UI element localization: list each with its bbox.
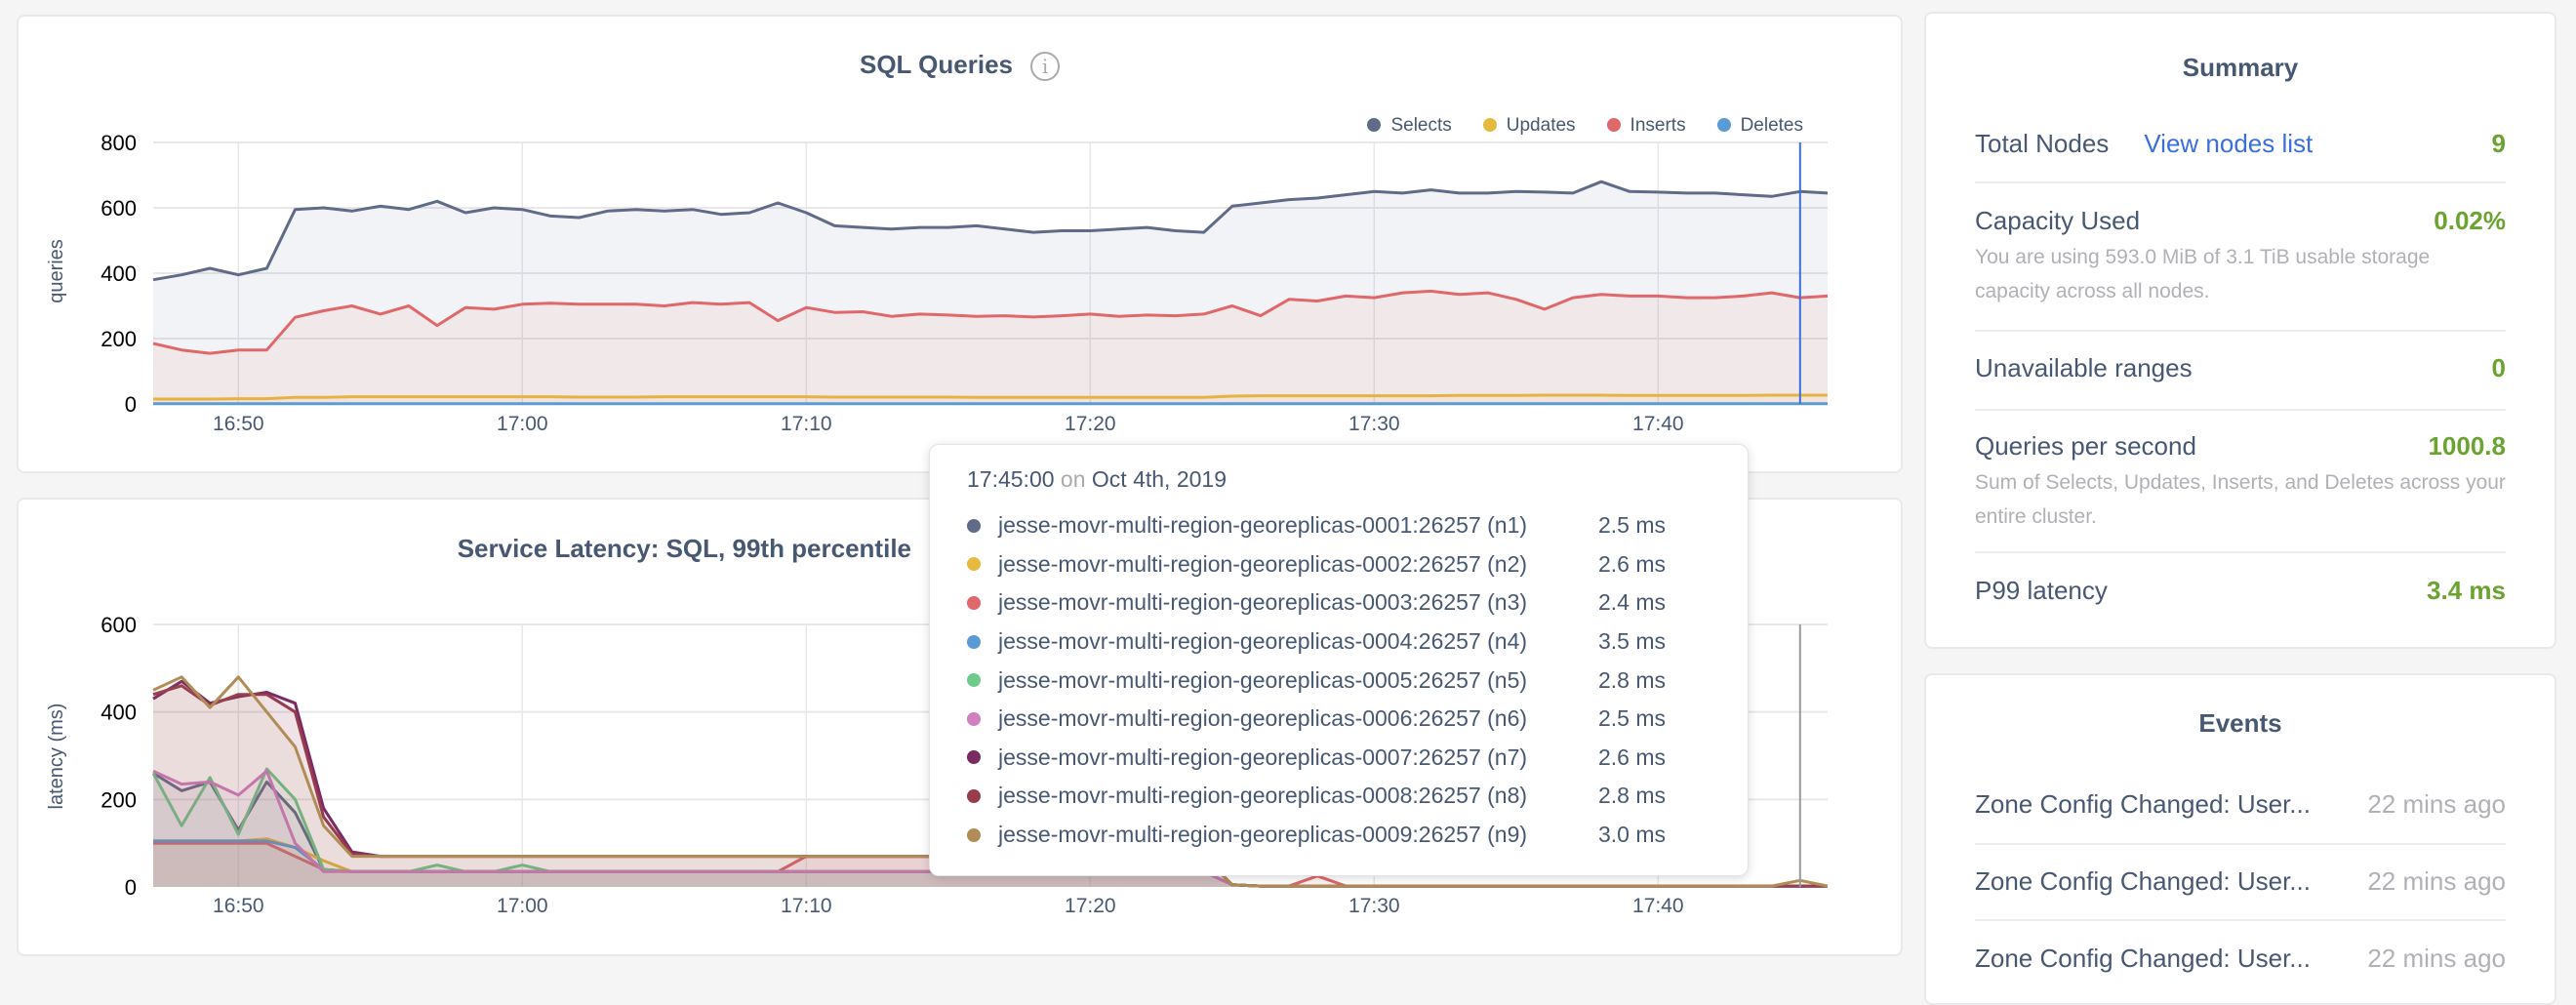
y-axis-label: latency (ms) (46, 704, 67, 810)
series-dot-icon (967, 750, 981, 764)
node-name: jesse-movr-multi-region-georeplicas-0006… (998, 705, 1598, 732)
node-value: 2.8 ms (1598, 783, 1666, 809)
events-title: Events (1926, 708, 2555, 739)
series-dot-icon (967, 635, 981, 649)
x-tick-label: 17:00 (497, 895, 548, 917)
divider (1975, 181, 2506, 183)
series-dot-icon (967, 712, 981, 726)
tooltip-row: jesse-movr-multi-region-georeplicas-0007… (967, 739, 1711, 778)
tooltip-row: jesse-movr-multi-region-georeplicas-0002… (967, 545, 1711, 584)
summary-title: Summary (1926, 53, 2555, 83)
node-value: 2.6 ms (1598, 551, 1666, 578)
node-name: jesse-movr-multi-region-georeplicas-0007… (998, 744, 1598, 771)
event-item[interactable]: Zone Config Changed: User...22 mins ago (1975, 866, 2506, 897)
event-item[interactable]: Zone Config Changed: User...22 mins ago (1975, 789, 2506, 820)
events-card: Events Zone Config Changed: User...22 mi… (1924, 673, 2556, 1005)
event-item[interactable]: Zone Config Changed: User...22 mins ago (1975, 944, 2506, 974)
view-nodes-list-link[interactable]: View nodes list (2144, 129, 2313, 158)
y-tick-label: 400 (101, 701, 137, 725)
node-name: jesse-movr-multi-region-georeplicas-0005… (998, 667, 1598, 694)
y-tick-label: 0 (125, 875, 137, 900)
divider (1975, 330, 2506, 332)
tooltip-row: jesse-movr-multi-region-georeplicas-0006… (967, 700, 1711, 739)
node-name: jesse-movr-multi-region-georeplicas-0004… (998, 628, 1598, 655)
divider (1975, 919, 2506, 921)
node-value: 2.8 ms (1598, 667, 1666, 694)
x-tick-label: 17:30 (1348, 895, 1400, 917)
divider (1975, 843, 2506, 845)
tooltip-row: jesse-movr-multi-region-georeplicas-0008… (967, 777, 1711, 816)
node-value: 2.6 ms (1598, 744, 1666, 771)
series-dot-icon (967, 519, 981, 533)
node-value: 2.4 ms (1598, 589, 1666, 616)
x-tick-label: 17:20 (1065, 895, 1116, 917)
series-dot-icon (967, 596, 981, 610)
node-name: jesse-movr-multi-region-georeplicas-0002… (998, 551, 1598, 578)
tooltip-row: jesse-movr-multi-region-georeplicas-0004… (967, 623, 1711, 662)
divider (1975, 551, 2506, 553)
node-name: jesse-movr-multi-region-georeplicas-0008… (998, 783, 1598, 809)
node-name: jesse-movr-multi-region-georeplicas-0001… (998, 512, 1598, 539)
series-dot-icon (967, 789, 981, 803)
tooltip-row: jesse-movr-multi-region-georeplicas-0003… (967, 583, 1711, 623)
node-name: jesse-movr-multi-region-georeplicas-0009… (998, 822, 1598, 848)
node-name: jesse-movr-multi-region-georeplicas-0003… (998, 589, 1598, 616)
series-dot-icon (967, 828, 981, 842)
x-tick-label: 16:50 (213, 895, 264, 917)
node-value: 3.0 ms (1598, 822, 1666, 848)
node-value: 3.5 ms (1598, 628, 1666, 655)
tooltip-row: jesse-movr-multi-region-georeplicas-0005… (967, 661, 1711, 700)
x-tick-label: 17:10 (781, 895, 832, 917)
tooltip-header: 17:45:00 on Oct 4th, 2019 (967, 466, 1711, 493)
y-tick-label: 600 (101, 613, 137, 637)
node-value: 2.5 ms (1598, 705, 1666, 732)
x-tick-label: 17:40 (1632, 895, 1684, 917)
tooltip-row: jesse-movr-multi-region-georeplicas-0001… (967, 506, 1711, 545)
divider (1975, 409, 2506, 411)
series-dot-icon (967, 673, 981, 687)
node-value: 2.5 ms (1598, 512, 1666, 539)
chart-tooltip: 17:45:00 on Oct 4th, 2019 jesse-movr-mul… (929, 444, 1749, 876)
y-tick-label: 200 (101, 787, 137, 812)
tooltip-row: jesse-movr-multi-region-georeplicas-0009… (967, 816, 1711, 855)
series-dot-icon (967, 557, 981, 571)
